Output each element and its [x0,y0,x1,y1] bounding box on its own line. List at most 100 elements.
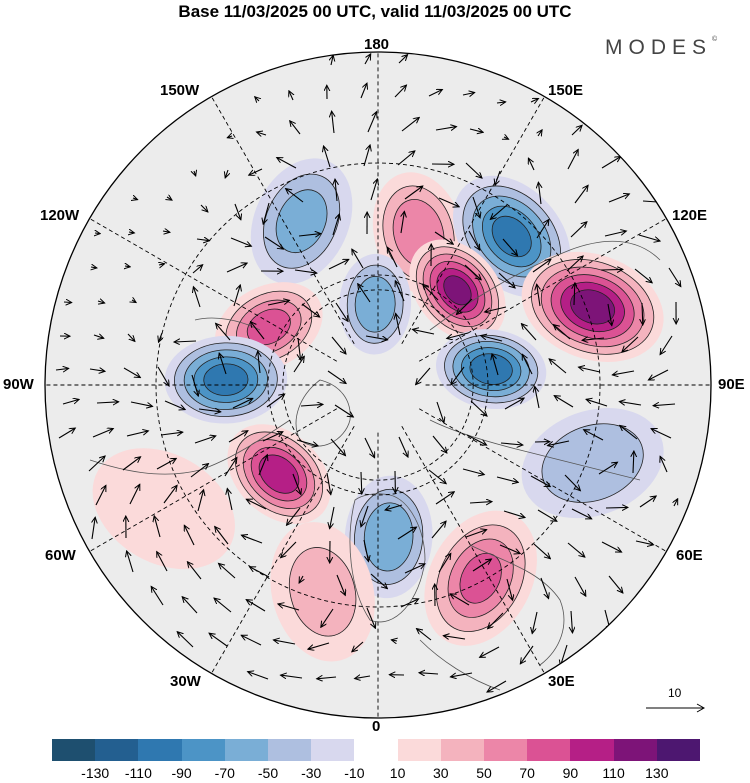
lon-label-90e: 90E [718,376,745,393]
wind-arrow [216,323,231,341]
lon-label-60w: 60W [45,547,76,564]
wind-arrow [95,233,100,234]
wind-arrow [215,527,229,545]
meridian-line [89,218,338,362]
colorbar-tick-label: 50 [476,765,492,781]
colorbar-segment [95,739,139,761]
brand-name: MODES [605,36,713,59]
wind-arrow [227,136,232,138]
wind-arrow [164,400,185,410]
graticule [45,52,711,718]
wind-arrow [579,367,601,373]
wind-arrow [431,521,446,539]
wind-arrow [157,366,169,386]
wind-arrow [438,553,451,573]
wind-arrow [387,247,398,268]
colorbar-segment [138,739,183,761]
wind-arrow [465,162,482,178]
wind-arrow [488,612,504,629]
colorbar [52,739,701,761]
colorbar-segment [613,739,658,761]
wind-arrow [227,489,233,511]
wind-arrow [490,204,508,219]
anomaly-contour [275,189,328,254]
wind-arrow [133,198,138,200]
wind-arrow [504,137,509,139]
wind-arrow [436,401,444,423]
wind-arrow [506,578,513,600]
wind-arrow [192,265,203,274]
wind-arrow [63,302,72,303]
wind-arrow [370,573,387,589]
wind-arrow [653,404,676,406]
wind-arrow [278,604,300,611]
wind-arrow [538,182,541,205]
anomaly-field [92,158,664,662]
wind-arrow [287,507,301,525]
wind-arrow [571,610,573,633]
wind-arrow [601,541,622,552]
lon-label-180: 180 [364,36,390,53]
reference-vector-label: 10 [668,686,682,700]
wind-arrow [328,259,349,270]
wind-arrow [129,232,134,233]
lon-label-150e: 150E [548,82,584,99]
wind-arrow [462,93,475,96]
wind-arrow [428,90,442,97]
wind-arrow [89,369,105,371]
map-boundary [44,51,712,719]
wind-arrow [286,189,304,203]
wind-arrow [151,586,164,606]
wind-arrow [363,145,370,167]
anomaly-contour [363,502,414,572]
wind-arrow [258,351,260,374]
colorbar-tick-label: -110 [124,765,152,781]
colorbar-segment [181,739,226,761]
colorbar-ticks: -130 -110 -90 -70 -50 -30 -10 10 30 50 70 90 110 130 [0,765,750,783]
wind-arrow [300,404,323,406]
wind-arrow [62,399,79,405]
wind-arrow [95,485,106,506]
wind-arrow [246,600,266,612]
wind-arrow [634,268,652,283]
colorbar-segment [570,739,615,761]
wind-arrow [639,496,656,508]
wind-arrow [190,464,209,478]
wind-arrow [129,484,140,505]
colorbar-tick-label: -30 [301,765,322,781]
colorbar-segment [656,739,701,761]
meridian-line [211,96,355,345]
lon-label-120e: 120E [672,207,708,224]
wind-arrow [335,302,348,321]
meridian-line [401,96,545,345]
wind-arrow [363,539,369,562]
wind-arrow [480,646,500,657]
wind-arrow [292,473,301,495]
wind-arrow [432,435,447,453]
wind-arrow [317,677,337,679]
colorbar-tick-label: 110 [602,765,625,781]
colorbar-tick-label: -50 [257,765,279,781]
wind-arrow [250,567,270,578]
meridian-line [418,408,667,552]
colorbar-segment [440,739,485,761]
wind-arrow [394,85,407,98]
wind-arrow [638,234,660,241]
wind-arrow [492,354,499,376]
colorbar-segment [527,739,571,761]
wind-arrow [401,117,419,132]
colorbar-segment [311,739,355,761]
wind-arrow [263,202,270,224]
reference-vector: 10 [646,686,706,716]
wind-arrow [334,404,353,417]
meridian-line [211,425,355,674]
wind-arrow [241,535,263,544]
wind-arrow [660,456,668,473]
wind-arrow [55,368,69,370]
colorbar-segment [52,739,96,761]
wind-arrow [465,530,487,538]
wind-arrow [226,263,247,273]
colorbar-tick-label: -10 [344,765,365,781]
wind-arrow [159,264,165,265]
